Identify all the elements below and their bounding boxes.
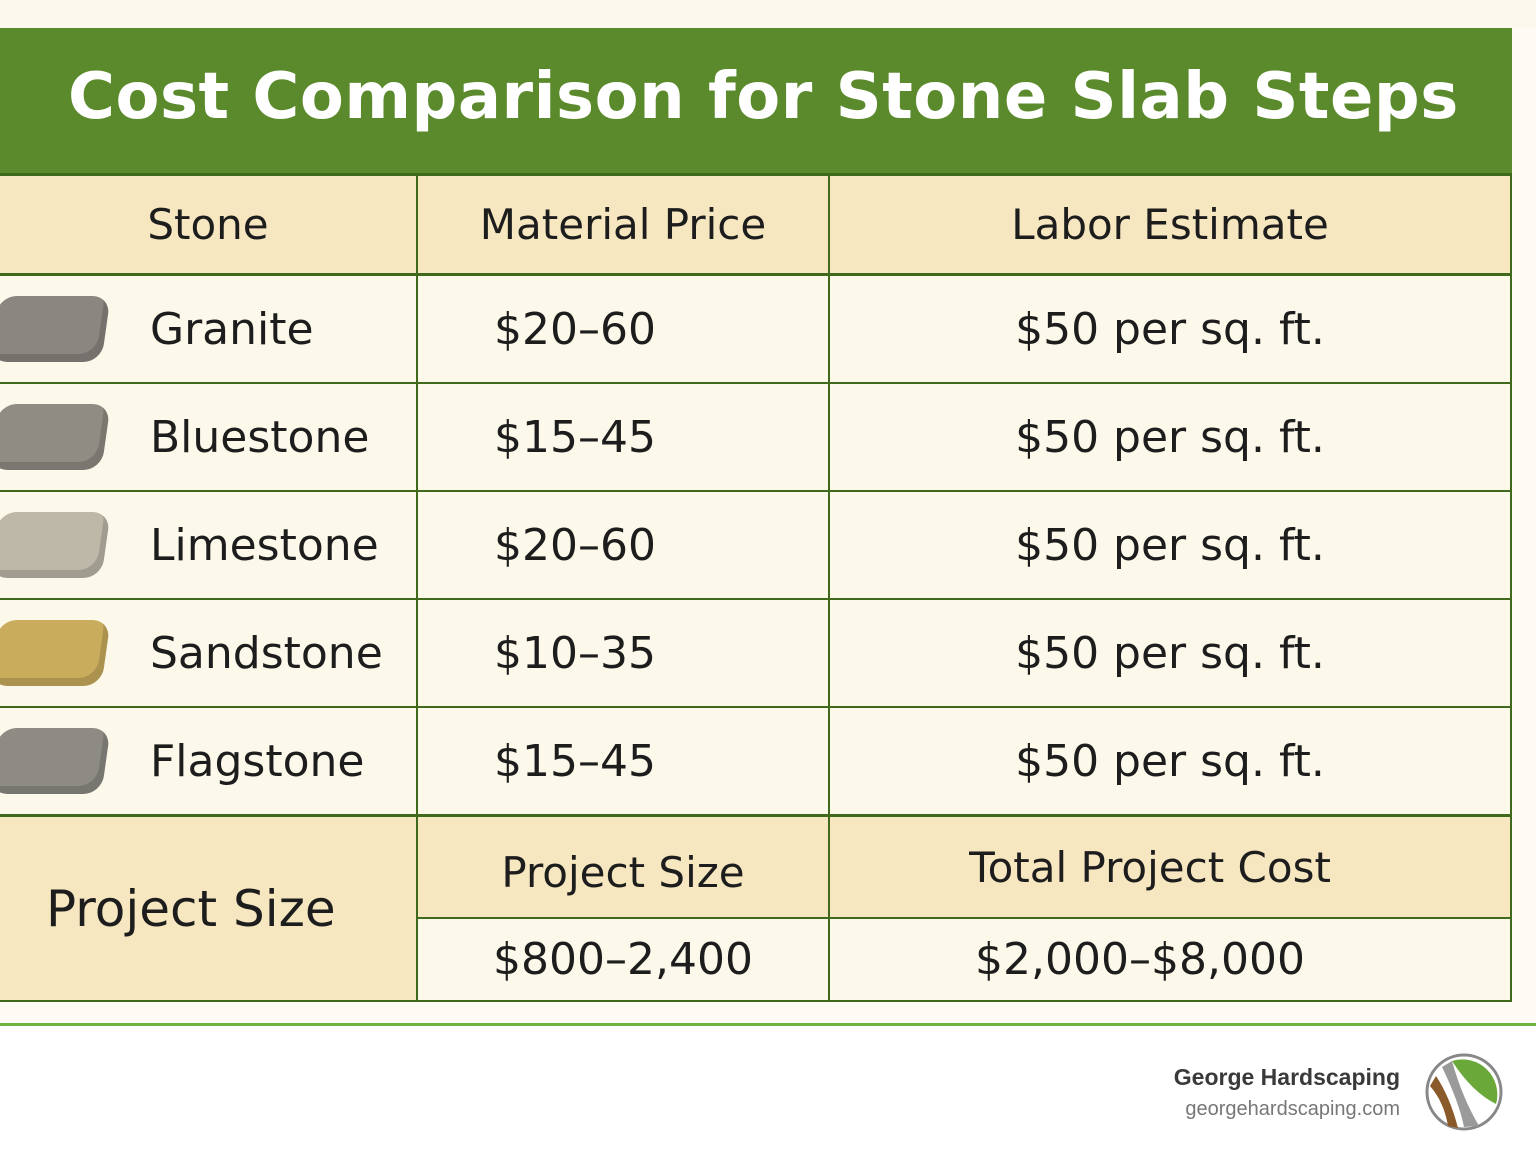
material-price: $20–60 (416, 274, 830, 384)
total-cost-header: Total Project Cost (828, 815, 1512, 919)
stone-name: Sandstone (150, 627, 383, 679)
stone-slab-icon (0, 512, 111, 578)
stone-cell: Flagstone (0, 706, 418, 816)
footer (0, 1026, 1536, 1154)
material-price: $15–45 (416, 382, 830, 492)
stone-cell: Granite (0, 274, 418, 384)
column-header-labor: Labor Estimate (828, 174, 1512, 275)
column-header-material: Material Price (416, 174, 830, 275)
project-size-value: $800–2,400 (416, 917, 830, 1002)
stone-cell: Sandstone (0, 598, 418, 708)
labor-estimate: $50 per sq. ft. (828, 598, 1512, 708)
stone-slab-icon (0, 296, 111, 362)
stone-name: Bluestone (150, 411, 370, 463)
page-title: Cost Comparison for Stone Slab Steps (68, 60, 1459, 134)
stone-cell: Bluestone (0, 382, 418, 492)
stone-slab-icon (0, 620, 111, 686)
brand-url[interactable]: georgehardscaping.com (1185, 1098, 1400, 1120)
total-cost-value: $2,000–$8,000 (828, 917, 1512, 1002)
stone-name: Limestone (150, 519, 379, 571)
labor-estimate: $50 per sq. ft. (828, 706, 1512, 816)
labor-estimate: $50 per sq. ft. (828, 490, 1512, 600)
project-size-header: Project Size (416, 815, 830, 919)
brand-name: George Hardscaping (1173, 1064, 1400, 1090)
stone-name: Granite (150, 303, 314, 355)
stone-slab-icon (0, 728, 111, 794)
labor-estimate: $50 per sq. ft. (828, 382, 1512, 492)
column-header-stone: Stone (0, 174, 418, 275)
stone-cell: Limestone (0, 490, 418, 600)
stone-name: Flagstone (150, 735, 365, 787)
labor-estimate: $50 per sq. ft. (828, 274, 1512, 384)
brand-logo-icon (1425, 1053, 1503, 1131)
top-margin (0, 0, 1536, 28)
material-price: $20–60 (416, 490, 830, 600)
summary-label: Project Size (0, 815, 418, 1002)
stone-slab-icon (0, 404, 111, 470)
material-price: $15–45 (416, 706, 830, 816)
divider (0, 1023, 1536, 1026)
material-price: $10–35 (416, 598, 830, 708)
